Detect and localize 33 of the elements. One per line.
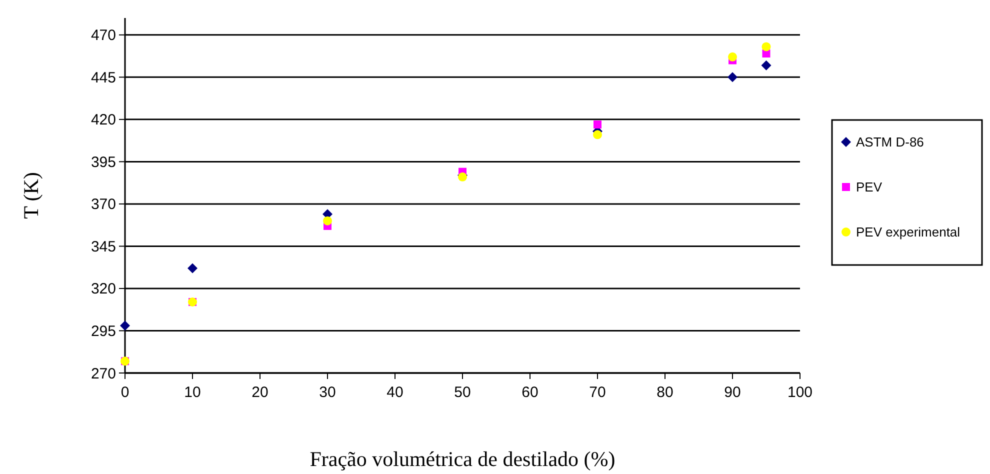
x-axis-title: Fração volumétrica de destilado (%) [310, 447, 616, 471]
y-tick-label: 470 [90, 27, 116, 44]
point [762, 42, 771, 52]
y-tick-label: 370 [90, 196, 116, 214]
x-tick-label: 30 [319, 384, 336, 401]
point [728, 52, 737, 62]
legend-label: PEV [856, 180, 882, 195]
point [761, 60, 772, 70]
point [728, 72, 738, 82]
x-tick-label: 70 [589, 384, 606, 401]
x-tick-label: 80 [656, 384, 674, 401]
x-tick-label: 0 [120, 384, 130, 401]
x-tick-label: 10 [184, 384, 201, 401]
point [323, 216, 332, 226]
y-tick-label: 345 [90, 238, 116, 256]
y-axis-title: T (K) [19, 172, 43, 219]
point [593, 130, 602, 140]
y-tick-label: 420 [90, 112, 116, 129]
point [188, 263, 198, 274]
x-tick-label: 40 [386, 384, 404, 401]
point [594, 120, 602, 128]
y-tick-label: 395 [90, 154, 116, 171]
y-tick-label: 445 [90, 69, 116, 86]
x-tick-label: 60 [522, 384, 538, 401]
x-tick-label: 90 [724, 384, 741, 401]
y-tick-label: 295 [90, 322, 116, 340]
y-tick-label: 270 [90, 365, 116, 382]
legend-label: ASTM D-86 [856, 134, 924, 150]
legend-label: PEV experimental [856, 224, 960, 240]
x-tick-label: 50 [454, 384, 471, 401]
y-tick-label: 320 [90, 280, 116, 298]
x-tick-label: 20 [252, 384, 268, 401]
x-tick-label: 100 [787, 384, 813, 401]
